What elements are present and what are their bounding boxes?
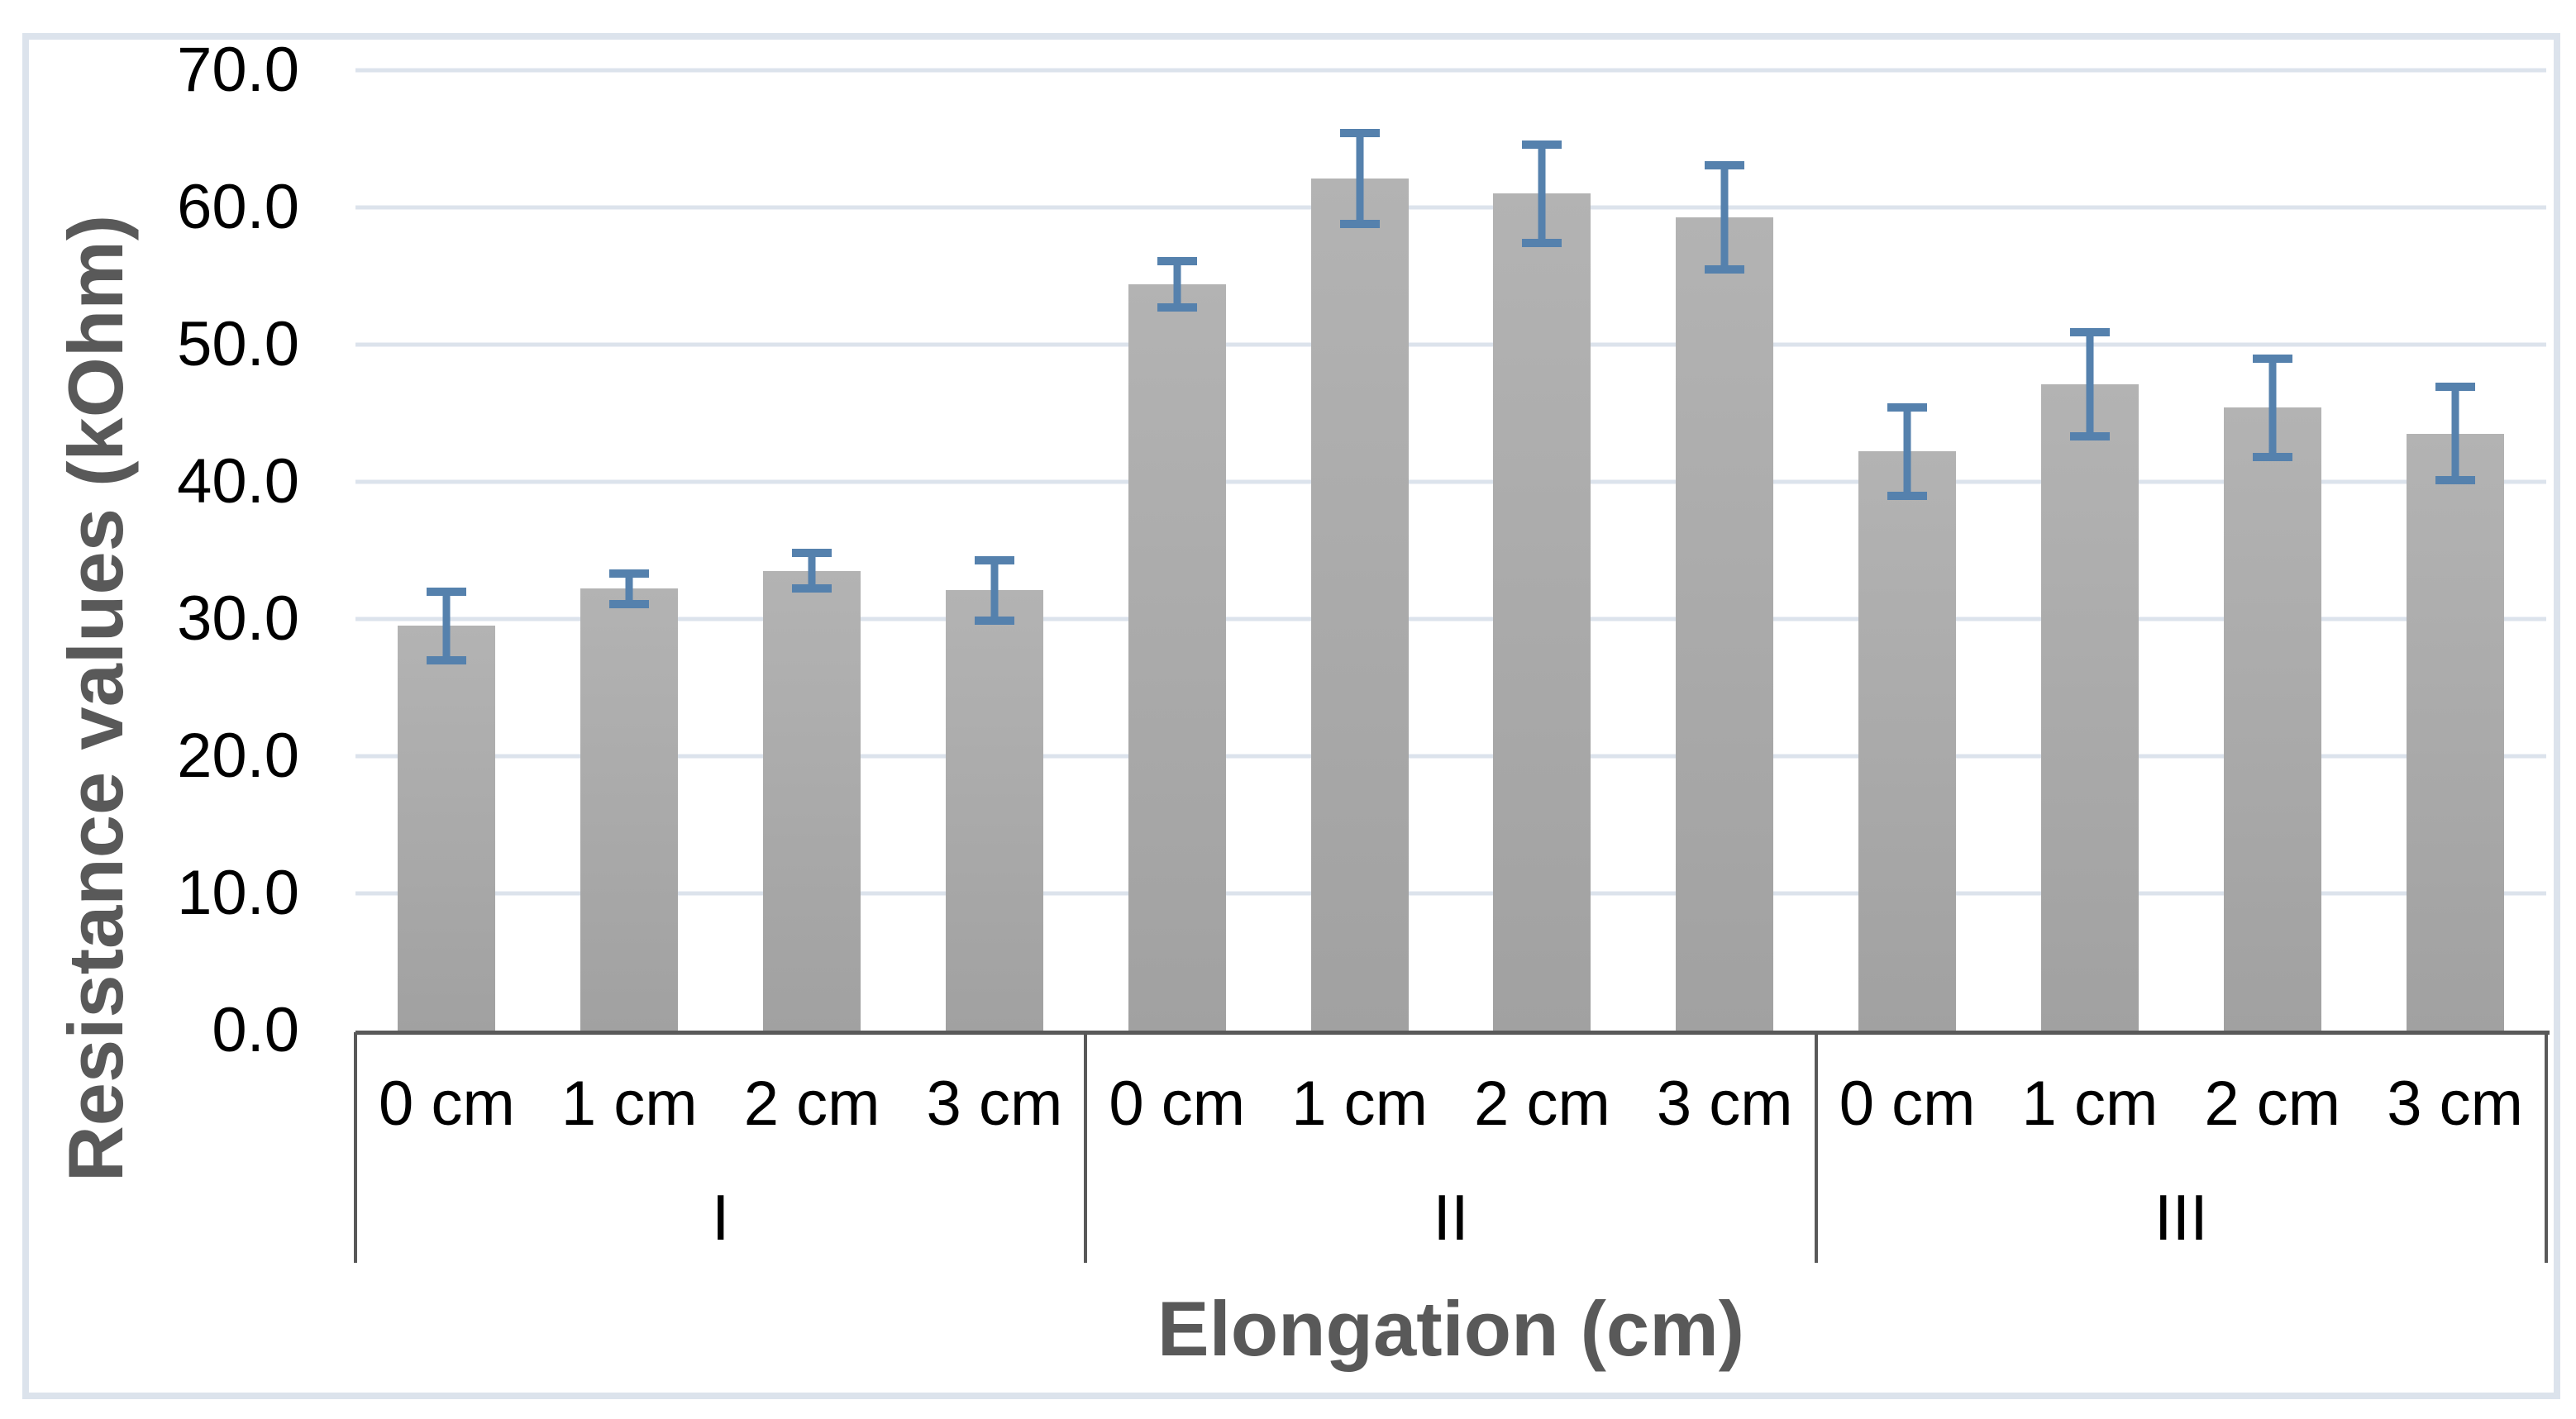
- error-bar-cap-high: [1705, 160, 1745, 169]
- error-bar-III-1cm: [2086, 332, 2094, 437]
- category-label-I-1cm: 1 cm: [561, 1069, 698, 1139]
- error-bar-cap-low: [1522, 239, 1562, 248]
- y-tick-label-40.0: 40.0: [177, 446, 299, 517]
- error-bar-cap-low: [2435, 476, 2475, 485]
- error-bar-II-1cm: [1356, 133, 1364, 224]
- error-bar-cap-high: [974, 555, 1014, 564]
- bar-I-1cm: [580, 588, 679, 1031]
- error-bar-cap-high: [1157, 256, 1197, 265]
- bar-III-1cm: [2040, 384, 2139, 1031]
- bar-II-3cm: [1676, 217, 1774, 1031]
- y-tick-label-20.0: 20.0: [177, 721, 299, 791]
- error-bar-II-3cm: [1720, 164, 1729, 269]
- bar-III-3cm: [2406, 433, 2504, 1031]
- error-bar-II-2cm: [1538, 144, 1546, 244]
- error-bar-III-2cm: [2268, 358, 2277, 458]
- error-bar-cap-low: [974, 616, 1014, 625]
- category-label-II-2cm: 2 cm: [1474, 1069, 1610, 1139]
- x-axis-title: Elongation (cm): [1157, 1285, 1745, 1372]
- error-bar-III-0cm: [1903, 407, 1911, 496]
- category-label-I-2cm: 2 cm: [743, 1069, 880, 1139]
- y-tick-label-30.0: 30.0: [177, 583, 299, 654]
- bar-II-1cm: [1310, 179, 1409, 1031]
- error-bar-cap-low: [609, 599, 650, 608]
- category-label-II-1cm: 1 cm: [1291, 1069, 1428, 1139]
- error-bar-cap-low: [1339, 219, 1380, 228]
- error-bar-cap-low: [1887, 491, 1928, 500]
- gridline-y-10: [355, 891, 2546, 896]
- error-bar-cap-high: [2069, 328, 2110, 337]
- group-label-I: I: [711, 1181, 730, 1254]
- category-label-II-0cm: 0 cm: [1109, 1069, 1246, 1139]
- error-bar-I-0cm: [442, 591, 451, 660]
- bar-II-0cm: [1128, 283, 1226, 1031]
- gridline-y-70: [355, 68, 2546, 73]
- category-label-I-3cm: 3 cm: [926, 1069, 1063, 1139]
- error-bar-cap-high: [427, 587, 467, 596]
- error-bar-I-3cm: [990, 560, 999, 621]
- category-label-III-2cm: 2 cm: [2204, 1069, 2341, 1139]
- bar-II-2cm: [1493, 193, 1591, 1031]
- error-bar-III-3cm: [2451, 387, 2459, 481]
- bar-III-0cm: [1858, 451, 1957, 1031]
- category-label-II-3cm: 3 cm: [1656, 1069, 1793, 1139]
- group-label-III: III: [2154, 1181, 2208, 1254]
- error-bar-I-1cm: [625, 574, 633, 604]
- error-bar-cap-low: [2252, 453, 2292, 462]
- error-bar-cap-low: [2069, 432, 2110, 441]
- y-tick-label-10.0: 10.0: [177, 858, 299, 928]
- group-divider: [354, 1032, 357, 1263]
- y-tick-label-0.0: 0.0: [212, 995, 299, 1065]
- error-bar-cap-low: [1705, 264, 1745, 274]
- error-bar-cap-high: [609, 569, 650, 579]
- error-bar-cap-low: [1157, 303, 1197, 312]
- y-tick-label-60.0: 60.0: [177, 172, 299, 242]
- error-bar-cap-high: [1887, 403, 1928, 412]
- group-divider: [2545, 1032, 2548, 1263]
- bar-III-2cm: [2223, 407, 2321, 1031]
- error-bar-cap-high: [1522, 140, 1562, 149]
- category-label-III-1cm: 1 cm: [2021, 1069, 2159, 1139]
- error-bar-II-0cm: [1173, 260, 1181, 308]
- category-label-III-3cm: 3 cm: [2387, 1069, 2523, 1139]
- chart-outer-frame: [22, 33, 2560, 1399]
- error-bar-cap-high: [2252, 354, 2292, 363]
- plot-area: [355, 68, 2546, 1031]
- gridline-y-30: [355, 617, 2546, 621]
- error-bar-cap-high: [2435, 383, 2475, 392]
- y-tick-label-70.0: 70.0: [177, 35, 299, 105]
- gridline-y-20: [355, 754, 2546, 759]
- category-label-I-0cm: 0 cm: [379, 1069, 515, 1139]
- error-bar-cap-high: [1339, 129, 1380, 138]
- bar-I-3cm: [945, 590, 1043, 1031]
- bar-I-0cm: [398, 626, 496, 1031]
- group-divider: [1814, 1032, 1818, 1263]
- gridline-y-40: [355, 479, 2546, 484]
- category-label-III-0cm: 0 cm: [1839, 1069, 1976, 1139]
- error-bar-cap-low: [792, 584, 832, 593]
- bar-I-2cm: [763, 570, 861, 1031]
- error-bar-I-2cm: [808, 553, 816, 589]
- error-bar-cap-low: [427, 655, 467, 664]
- x-axis-line: [355, 1031, 2550, 1035]
- gridline-y-50: [355, 342, 2546, 347]
- group-divider: [1084, 1032, 1088, 1263]
- error-bar-cap-high: [792, 549, 832, 558]
- group-label-II: II: [1433, 1181, 1469, 1254]
- gridline-y-60: [355, 205, 2546, 210]
- y-tick-label-50.0: 50.0: [177, 309, 299, 379]
